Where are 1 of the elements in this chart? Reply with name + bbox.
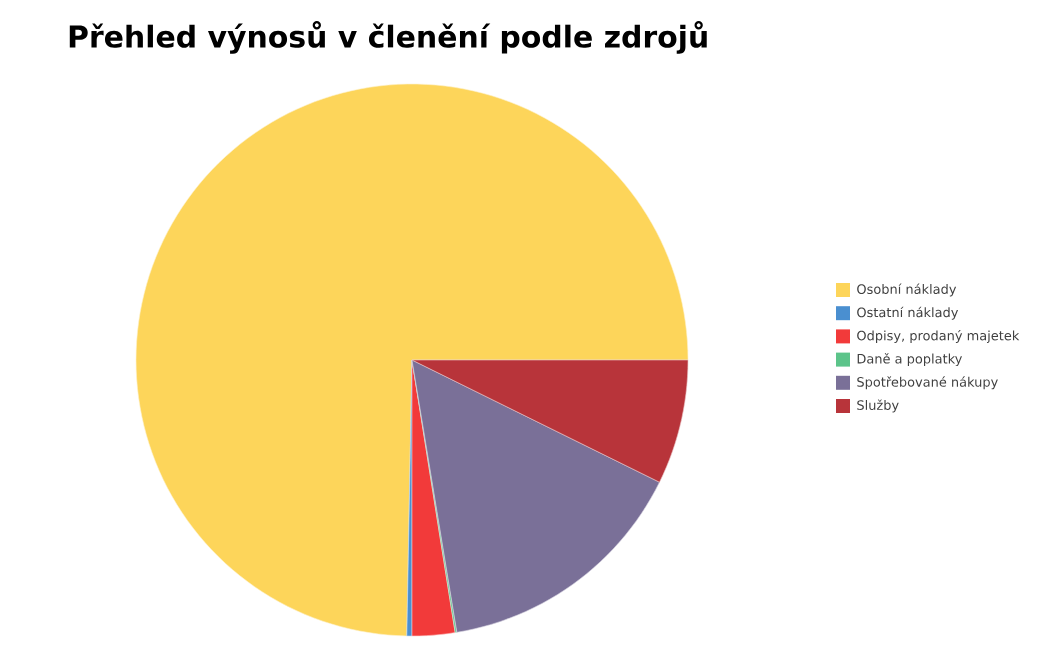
chart-title: Přehled výnosů v členění podle zdrojů <box>69 21 707 54</box>
